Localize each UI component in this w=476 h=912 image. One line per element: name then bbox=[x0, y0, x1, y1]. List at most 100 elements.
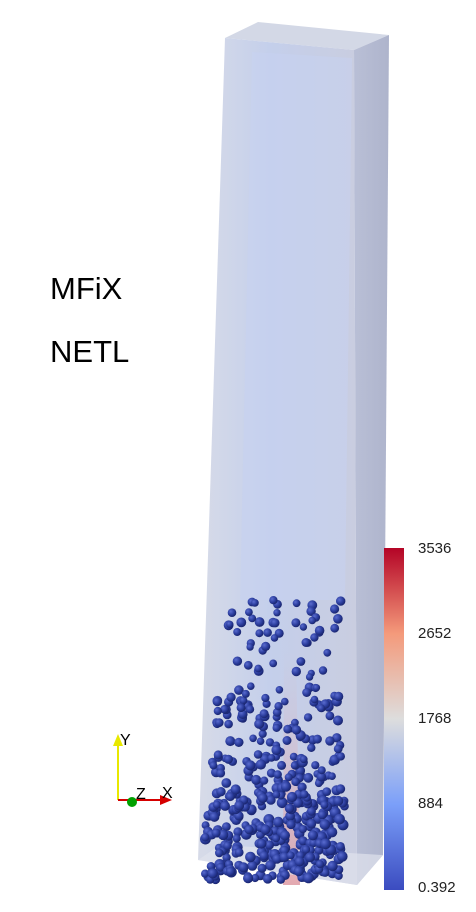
particle bbox=[269, 596, 278, 605]
particle bbox=[257, 863, 267, 873]
particle bbox=[244, 825, 254, 835]
particle bbox=[257, 793, 268, 803]
title-mfix-label: MFiX bbox=[50, 271, 123, 306]
particle bbox=[320, 800, 329, 809]
particle bbox=[216, 787, 226, 797]
particle bbox=[236, 617, 247, 628]
particle bbox=[246, 643, 254, 651]
particle bbox=[258, 729, 267, 739]
particle bbox=[234, 737, 244, 748]
fluidized-bed-column bbox=[198, 22, 389, 885]
colorbar-tick-2652: 2652 bbox=[418, 625, 452, 642]
particle bbox=[273, 770, 282, 779]
color-legend bbox=[384, 548, 404, 890]
particle bbox=[312, 684, 321, 692]
particle bbox=[254, 718, 265, 729]
particle bbox=[300, 790, 309, 799]
particle bbox=[281, 697, 289, 706]
particle bbox=[223, 841, 232, 850]
particle bbox=[330, 604, 340, 614]
particle bbox=[266, 795, 276, 805]
axis-y-label: Y bbox=[120, 732, 131, 749]
particle bbox=[251, 873, 260, 883]
particle bbox=[259, 851, 269, 861]
particle bbox=[318, 666, 328, 675]
particle bbox=[232, 834, 241, 843]
particle bbox=[280, 830, 290, 841]
particle bbox=[306, 606, 316, 616]
particle bbox=[234, 848, 244, 857]
particle bbox=[216, 768, 226, 778]
particle bbox=[323, 648, 332, 657]
particle bbox=[291, 777, 300, 786]
particle bbox=[214, 718, 224, 727]
particle bbox=[245, 608, 253, 616]
particle bbox=[290, 761, 299, 770]
particle bbox=[303, 872, 314, 884]
colorbar-min-label: 0.392 bbox=[418, 879, 456, 896]
particle bbox=[306, 806, 316, 816]
particle bbox=[296, 657, 306, 666]
particle bbox=[248, 614, 257, 623]
particle-cloud bbox=[200, 596, 349, 885]
title-netl-label: NETL bbox=[50, 334, 130, 369]
particle bbox=[310, 695, 319, 704]
particle bbox=[305, 673, 314, 681]
column-top-face bbox=[225, 22, 389, 50]
particle bbox=[277, 760, 287, 770]
particle bbox=[334, 813, 345, 825]
column-side-face bbox=[354, 35, 389, 885]
particle bbox=[274, 702, 283, 711]
particle bbox=[327, 860, 338, 872]
column-inner-highlight bbox=[240, 52, 352, 600]
particle bbox=[273, 609, 281, 617]
particle bbox=[263, 628, 272, 637]
particle bbox=[233, 628, 242, 636]
particle bbox=[270, 634, 279, 642]
particle bbox=[207, 868, 218, 879]
particle bbox=[254, 617, 265, 627]
particle bbox=[317, 704, 326, 712]
particle bbox=[308, 616, 317, 625]
particle bbox=[255, 759, 266, 770]
particle bbox=[286, 819, 296, 830]
particle bbox=[298, 825, 307, 834]
particle bbox=[333, 715, 343, 726]
particle bbox=[212, 696, 222, 707]
particle bbox=[272, 853, 282, 864]
particle bbox=[336, 842, 345, 851]
particle bbox=[224, 719, 233, 729]
particle bbox=[325, 736, 335, 746]
particle bbox=[239, 696, 248, 705]
particle bbox=[282, 736, 292, 745]
particle bbox=[336, 752, 345, 761]
particle bbox=[213, 750, 223, 760]
particle bbox=[226, 692, 236, 702]
particle bbox=[223, 754, 233, 764]
particle bbox=[272, 790, 281, 799]
colorbar-tick-884: 884 bbox=[418, 795, 444, 812]
particle bbox=[319, 819, 331, 830]
particle bbox=[334, 871, 343, 881]
particle bbox=[328, 772, 336, 780]
particle bbox=[284, 803, 295, 814]
particle bbox=[209, 811, 220, 822]
particle bbox=[260, 776, 269, 785]
particle bbox=[273, 816, 284, 828]
particle bbox=[265, 860, 276, 871]
particle bbox=[271, 744, 282, 756]
particle bbox=[301, 638, 311, 647]
particle bbox=[213, 706, 222, 716]
particle bbox=[294, 856, 305, 867]
particle bbox=[317, 766, 326, 775]
particle bbox=[213, 800, 221, 809]
particle bbox=[291, 666, 301, 677]
particle bbox=[302, 688, 312, 697]
particle bbox=[303, 772, 314, 783]
particle bbox=[272, 834, 281, 843]
particle bbox=[256, 838, 267, 849]
particle bbox=[330, 623, 340, 633]
particle bbox=[269, 659, 278, 668]
particle bbox=[333, 744, 343, 754]
